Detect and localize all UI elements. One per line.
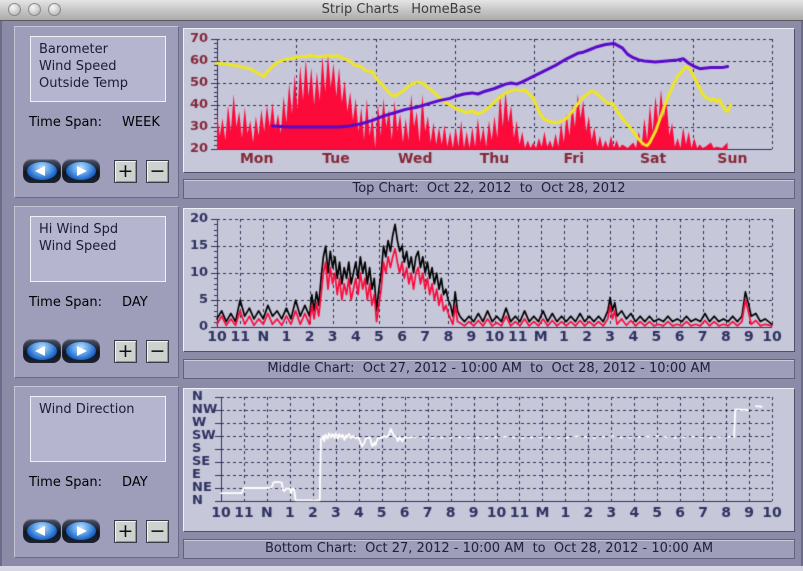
blue-oval <box>27 522 57 540</box>
bottom-series-listbox[interactable]: Wind Direction <box>30 396 166 462</box>
blue-oval <box>66 522 96 540</box>
zoom-out-button[interactable]: − <box>146 340 169 363</box>
close-button[interactable] <box>8 3 21 16</box>
zoom-in-button[interactable]: + <box>114 340 137 363</box>
window-bottom-edge <box>0 566 803 571</box>
time-span-label: Time Span: <box>29 115 103 130</box>
scroll-left-button[interactable] <box>23 159 61 183</box>
time-span-value: WEEK <box>122 115 160 130</box>
time-span-value: DAY <box>122 475 148 490</box>
window-title: Strip Charts HomeBase <box>321 2 482 17</box>
middle-chart-panel <box>183 208 795 352</box>
time-span-row: Time Span: WEEK <box>29 115 160 130</box>
time-span-row: Time Span: DAY <box>29 295 148 310</box>
middle-chart-controls-panel: Hi Wind Spd Wind Speed Time Span: DAY + − <box>14 206 179 378</box>
top-series-listbox[interactable]: Barometer Wind Speed Outside Temp <box>30 36 166 102</box>
scroll-left-button[interactable] <box>23 519 61 543</box>
top-chart-panel <box>183 28 795 173</box>
middle-series-listbox[interactable]: Hi Wind Spd Wind Speed <box>30 216 166 282</box>
scroll-right-button[interactable] <box>62 519 100 543</box>
left-arrow-icon <box>35 526 45 536</box>
bottom-chart-controls-panel: Wind Direction Time Span: DAY + − <box>14 386 179 558</box>
blue-oval <box>66 342 96 360</box>
top-chart-buttons: + − <box>23 159 173 185</box>
zoom-in-button[interactable]: + <box>114 160 137 183</box>
middle-chart-canvas <box>184 209 794 351</box>
list-item[interactable]: Wind Speed <box>39 239 117 254</box>
minimize-button[interactable] <box>28 3 41 16</box>
blue-oval <box>66 162 96 180</box>
middle-chart-caption: Middle Chart: Oct 27, 2012 - 10:00 AM to… <box>183 359 795 379</box>
right-arrow-icon <box>77 346 87 356</box>
bottom-chart-buttons: + − <box>23 519 173 545</box>
middle-chart-buttons: + − <box>23 339 173 365</box>
scroll-right-button[interactable] <box>62 159 100 183</box>
time-span-label: Time Span: <box>29 475 103 490</box>
zoom-out-button[interactable]: − <box>146 520 169 543</box>
window-titlebar: Strip Charts HomeBase <box>0 0 803 21</box>
top-chart-controls-panel: Barometer Wind Speed Outside Temp Time S… <box>14 26 179 198</box>
bottom-chart-panel <box>183 388 795 532</box>
list-item[interactable]: Barometer <box>39 42 108 57</box>
top-chart-canvas <box>184 29 794 172</box>
list-item[interactable]: Wind Speed <box>39 59 117 74</box>
left-arrow-icon <box>35 166 45 176</box>
blue-oval <box>27 162 57 180</box>
bottom-chart-caption: Bottom Chart: Oct 27, 2012 - 10:00 AM to… <box>183 539 795 559</box>
list-item[interactable]: Hi Wind Spd <box>39 222 119 237</box>
right-arrow-icon <box>77 526 87 536</box>
blue-oval <box>27 342 57 360</box>
zoom-button[interactable] <box>48 3 61 16</box>
zoom-out-button[interactable]: − <box>146 160 169 183</box>
left-arrow-icon <box>35 346 45 356</box>
list-item[interactable]: Wind Direction <box>39 402 135 417</box>
time-span-value: DAY <box>122 295 148 310</box>
bottom-chart-canvas <box>184 389 794 531</box>
time-span-row: Time Span: DAY <box>29 475 148 490</box>
right-arrow-icon <box>77 166 87 176</box>
list-item[interactable]: Outside Temp <box>39 76 128 91</box>
scroll-right-button[interactable] <box>62 339 100 363</box>
top-chart-caption: Top Chart: Oct 22, 2012 to Oct 28, 2012 <box>183 179 795 199</box>
scroll-left-button[interactable] <box>23 339 61 363</box>
zoom-in-button[interactable]: + <box>114 520 137 543</box>
time-span-label: Time Span: <box>29 295 103 310</box>
